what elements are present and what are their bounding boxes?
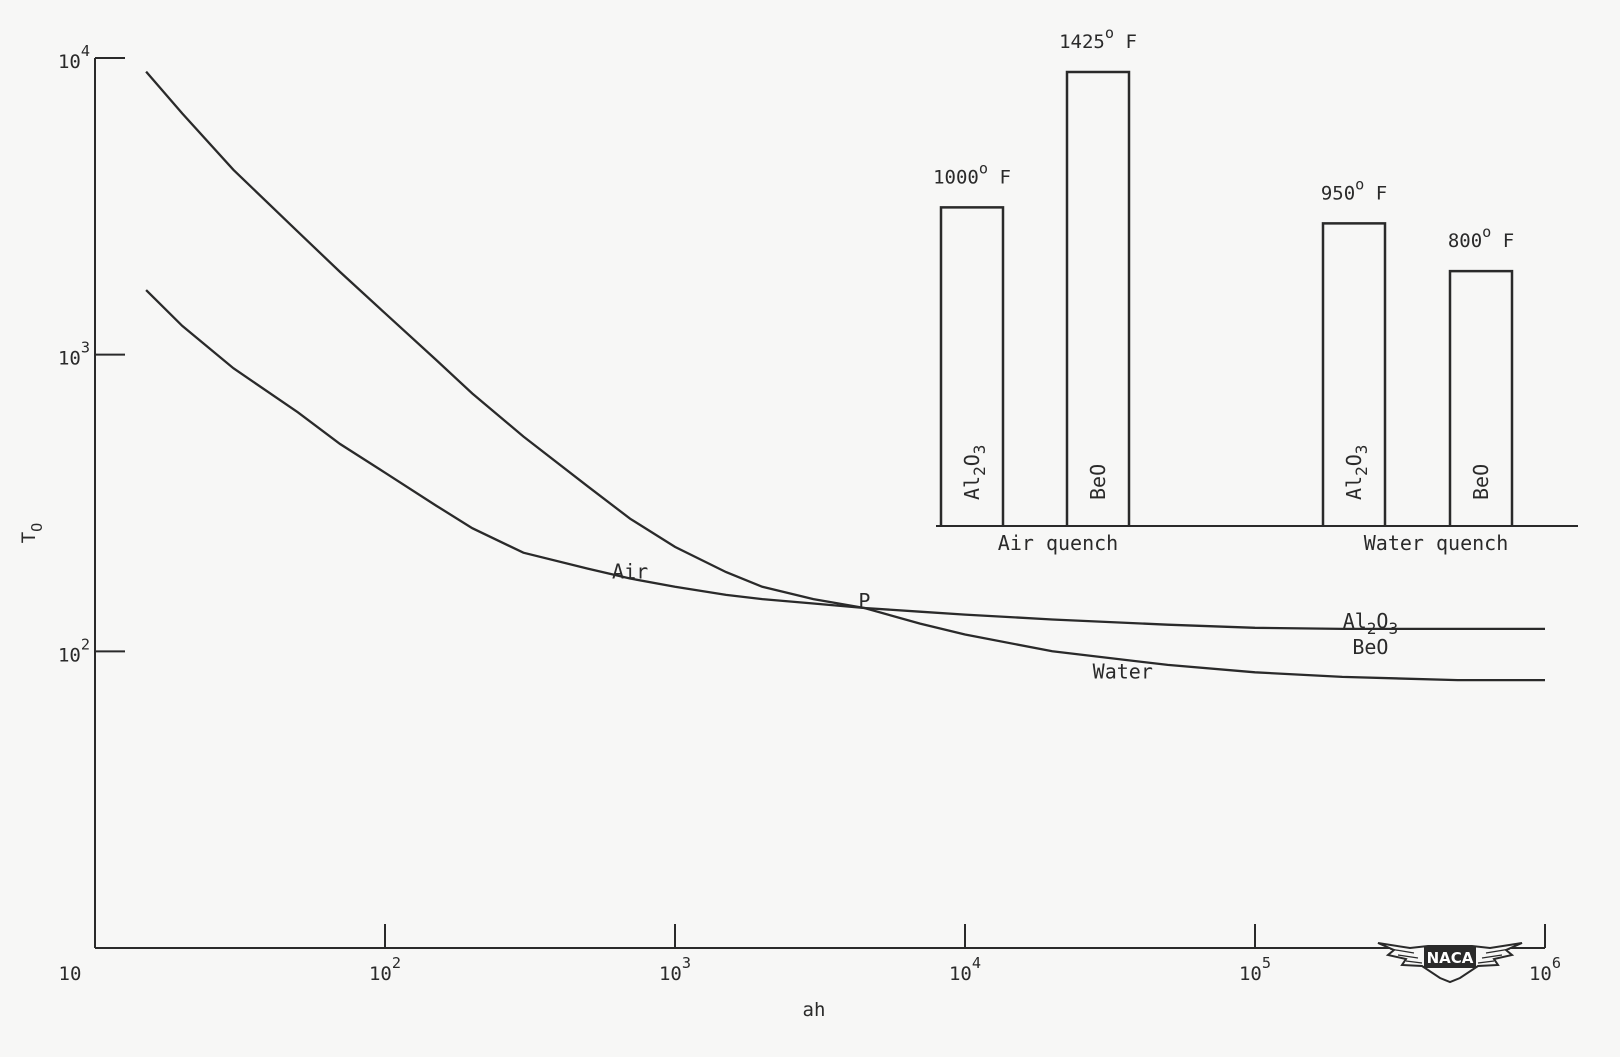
curve-annotation: Water (1093, 659, 1153, 683)
curve-annotation: Air (612, 559, 648, 583)
inset-bar-value-label: 1000o F (933, 159, 1011, 188)
naca-logo-text: NACA (1427, 949, 1474, 967)
curve-beo (145, 70, 1545, 682)
inset-bar-material-label: BeO (1086, 464, 1110, 500)
curve-annotation: P (858, 589, 870, 613)
inset-bar-value-label: 950o F (1321, 175, 1387, 204)
inset-bar (1448, 269, 1514, 526)
inset-bar (939, 206, 1005, 526)
x-axis-label: ah (803, 999, 826, 1021)
inset-bar-material-label: Al2O3 (1342, 445, 1371, 500)
x-tick-label: 105 (1239, 954, 1271, 985)
y-tick-label: 102 (58, 635, 90, 666)
inset-bar (1065, 70, 1131, 526)
x-tick-label: 103 (659, 954, 691, 985)
y-tick-label: 104 (58, 42, 90, 73)
inset-bar (1321, 222, 1387, 526)
curve-annotation: Al2O3 (1343, 609, 1398, 638)
y-axis-label: TO (18, 523, 46, 544)
naca-logo: NACA (1377, 942, 1523, 984)
x-tick-label: 106 (1529, 954, 1561, 985)
naca-logo-feathers (1389, 948, 1511, 964)
inset-bar-material-label: Al2O3 (960, 445, 989, 500)
curve-al2o3 (145, 289, 1545, 631)
naca-logo-plate (1424, 947, 1476, 968)
main-plot: 10 102 103 104 105 106 104 103 102 ah TO Air P Water B… (18, 42, 1561, 1021)
inset-bar-material-label: BeO (1469, 464, 1493, 500)
inset-group-label: Water quench (1364, 531, 1509, 555)
inset-bar-value-label: 1425o F (1059, 24, 1137, 53)
curve-annotation: BeO (1352, 635, 1388, 659)
inset-bar-value-label: 800o F (1448, 223, 1514, 252)
x-tick-label: 104 (949, 954, 981, 985)
x-tick-label: 10 (59, 963, 82, 985)
y-tick-label: 103 (58, 339, 90, 370)
x-tick-label: 102 (369, 954, 401, 985)
inset-group-label: Air quench (998, 531, 1118, 555)
inset-bar-chart: Air quench 1000o F Al2O3 1425o F BeO Water qu… (933, 24, 1578, 555)
